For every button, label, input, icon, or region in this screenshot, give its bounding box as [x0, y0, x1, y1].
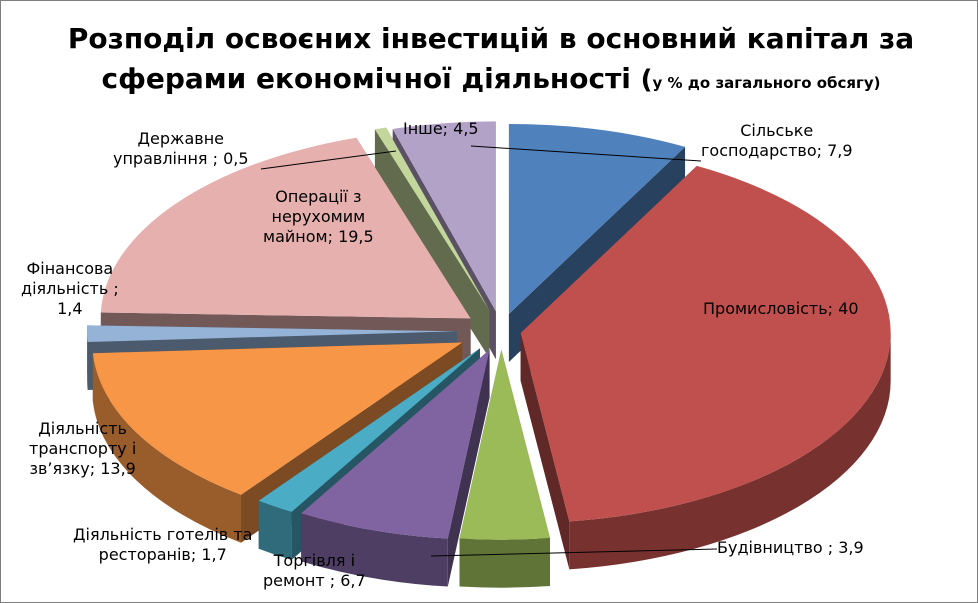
label-realestate: Операції з нерухомим майном; 19,5 — [263, 187, 374, 246]
pie-slice-wall — [87, 331, 88, 391]
label-other: Інше; 4,5 — [403, 119, 479, 138]
pie-slice-side — [258, 348, 480, 549]
label-trade: Торгівля і ремонт ; 6,7 — [263, 551, 366, 590]
label-transport: Діяльність транспорту і зв’язку; 13,9 — [29, 419, 137, 478]
pie-slice-wall — [92, 353, 242, 543]
pie-slice-top — [100, 137, 471, 319]
pie-slice-wall — [459, 538, 550, 588]
pie-slice-top — [459, 349, 550, 540]
pie-slice-side — [520, 332, 570, 570]
label-agriculture: Сільське господарство; 7,9 — [701, 121, 853, 160]
leader-line-1 — [430, 548, 718, 557]
title-line-1: Розподіл освоєних інвестицій в основний … — [67, 22, 915, 55]
pie-slice-top — [508, 123, 686, 314]
leader-line-2 — [260, 150, 397, 170]
pie-slice-wall — [258, 500, 292, 560]
pie-slice-top — [87, 325, 458, 343]
pie-slice-top — [520, 165, 891, 522]
pie-slice-top — [92, 342, 463, 495]
label-hotels: Діяльність готелів та ресторанів; 1,7 — [73, 525, 253, 564]
leader-line-0 — [470, 145, 702, 162]
pie-slice-construction — [459, 349, 550, 588]
pie-slice-trade — [301, 349, 490, 587]
label-finance: Фінансова діяльність ; 1,4 — [21, 259, 119, 318]
pie-slice-wall — [301, 513, 448, 587]
label-construction: Будівництво ; 3,9 — [717, 538, 864, 557]
pie-slice-top — [258, 348, 480, 512]
title-paren: ( — [640, 65, 653, 95]
pie-slice-wall — [569, 332, 891, 570]
pie-slice-top — [392, 121, 496, 312]
label-government: Державне управління ; 0,5 — [113, 129, 249, 168]
chart-subtitle: у % до загального обсягу) — [652, 74, 881, 92]
pie-slice-top — [374, 127, 490, 310]
chart-title: Розподіл освоєних інвестицій в основний … — [41, 19, 941, 103]
label-industry: Промисловість; 40 — [703, 299, 859, 318]
pie-slice-top — [301, 349, 490, 539]
pie-slice-industry — [520, 165, 891, 570]
pie-slice-side — [447, 349, 490, 587]
pie-slice-government — [374, 127, 490, 358]
title-line-2: сферами економічної діяльності — [101, 62, 631, 95]
